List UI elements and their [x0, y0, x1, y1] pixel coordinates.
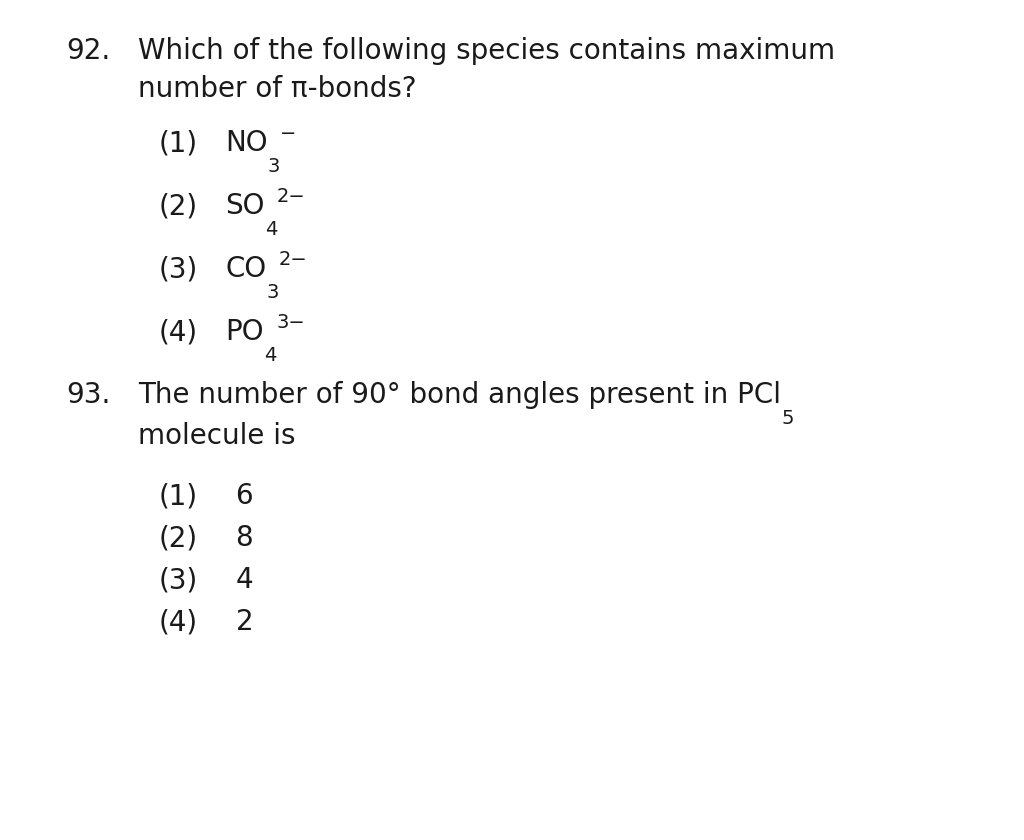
Text: 3−: 3−	[276, 312, 305, 332]
Text: 93.: 93.	[67, 381, 111, 409]
Text: (3): (3)	[159, 255, 198, 283]
Text: 6: 6	[236, 482, 253, 510]
Text: (1): (1)	[159, 482, 198, 510]
Text: 4: 4	[264, 346, 276, 365]
Text: 3: 3	[266, 283, 279, 302]
Text: 4: 4	[264, 220, 278, 239]
Text: SO: SO	[225, 192, 264, 220]
Text: 2−: 2−	[278, 186, 306, 206]
Text: 8: 8	[236, 524, 253, 552]
Text: 5: 5	[781, 409, 794, 428]
Text: 4: 4	[236, 566, 253, 594]
Text: 3: 3	[268, 157, 281, 176]
Text: 2: 2	[236, 608, 253, 636]
Text: number of π-bonds?: number of π-bonds?	[138, 75, 417, 102]
Text: The number of 90° bond angles present in PCl: The number of 90° bond angles present in…	[138, 381, 781, 409]
Text: 92.: 92.	[67, 37, 111, 65]
Text: CO: CO	[225, 255, 266, 283]
Text: NO: NO	[225, 129, 268, 157]
Text: molecule is: molecule is	[138, 422, 296, 449]
Text: −: −	[281, 123, 297, 143]
Text: (4): (4)	[159, 318, 198, 346]
Text: (4): (4)	[159, 608, 198, 636]
Text: (2): (2)	[159, 192, 198, 220]
Text: PO: PO	[225, 318, 264, 346]
Text: (3): (3)	[159, 566, 198, 594]
Text: (2): (2)	[159, 524, 198, 552]
Text: 2−: 2−	[279, 249, 307, 269]
Text: Which of the following species contains maximum: Which of the following species contains …	[138, 37, 836, 65]
Text: (1): (1)	[159, 129, 198, 157]
